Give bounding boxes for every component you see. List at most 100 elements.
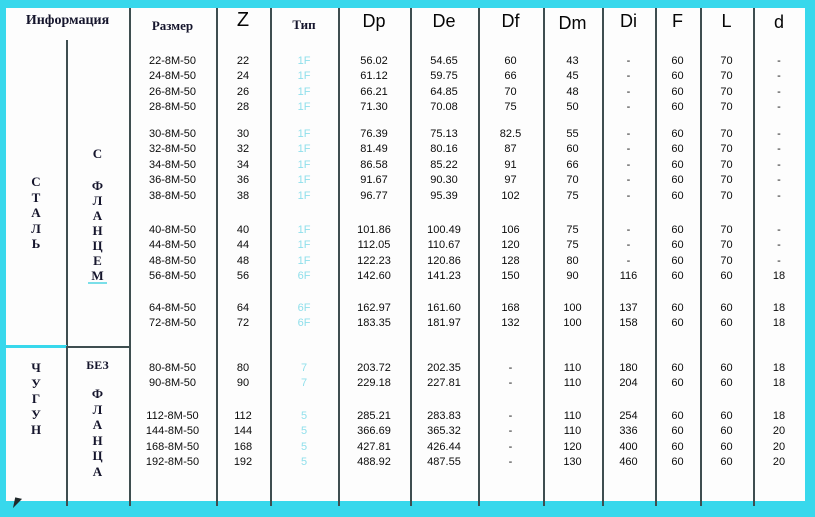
cell-z: 44: [236, 239, 250, 252]
cell-dp: 203.72: [357, 361, 391, 374]
row-group: 112-8M-50 112 5 285.21 283.83 - 110 254 60 60 18 14…: [129, 408, 805, 470]
cell-z: 168: [233, 440, 253, 453]
cell-type: 6F: [297, 317, 311, 330]
cell-f: 60: [671, 409, 684, 422]
cell-size: 28-8M-50: [148, 101, 197, 114]
cell-size: 38-8M-50: [148, 189, 197, 202]
cell-de: 95.39: [430, 189, 458, 202]
table-row: 36-8M-50 36 1F 91.67 90.30 97 70 - 60 70 -: [129, 173, 805, 189]
cell-f: 60: [671, 54, 684, 67]
cell-dp: 96.77: [360, 189, 388, 202]
cell-f: 60: [671, 101, 684, 114]
cell-de: 80.16: [430, 143, 458, 156]
cell-size: 40-8M-50: [148, 223, 197, 236]
material-label-steel: С Т А Л Ь: [31, 174, 41, 251]
cell-dm: 100: [563, 301, 582, 314]
cell-size: 56-8M-50: [148, 270, 197, 283]
cell-di: 400: [619, 440, 638, 453]
cell-dp: 183.35: [357, 317, 391, 330]
cell-dp: 229.18: [357, 377, 391, 390]
cell-z: 90: [236, 377, 250, 390]
cell-de: 100.49: [427, 223, 461, 236]
cell-dp: 81.49: [360, 143, 388, 156]
cell-df: -: [508, 425, 513, 438]
cell-l: 60: [720, 317, 733, 330]
cell-l: 70: [720, 239, 733, 252]
cell-dp: 61.12: [360, 70, 388, 83]
cell-type: 7: [300, 361, 308, 374]
cell-dm: 110: [563, 409, 582, 422]
cell-size: 32-8M-50: [148, 143, 197, 156]
cell-di: 180: [619, 361, 638, 374]
column-divider: [129, 8, 131, 506]
cell-size: 48-8M-50: [148, 254, 197, 267]
cell-d: -: [777, 101, 781, 114]
cell-z: 34: [236, 158, 250, 171]
table-row: 112-8M-50 112 5 285.21 283.83 - 110 254 60 60 18: [129, 408, 805, 424]
column-divider: [338, 8, 340, 506]
cell-dm: 55: [566, 127, 579, 140]
flange-label-steel-word1: С: [92, 146, 103, 161]
cell-size: 192-8M-50: [145, 456, 200, 469]
cell-df: 150: [501, 270, 520, 283]
cell-dm: 50: [566, 101, 579, 114]
cell-l: 60: [720, 456, 733, 469]
cell-df: 120: [501, 239, 520, 252]
table-row: 72-8M-50 72 6F 183.35 181.97 132 100 158 60 60 18: [129, 316, 805, 332]
cursor-artifact: [12, 497, 23, 510]
row-group: 22-8M-50 22 1F 56.02 54.65 60 43-60 70-24-8M-50…: [129, 53, 805, 115]
cell-type: 1F: [297, 127, 311, 140]
column-header-dp: Dp: [362, 11, 386, 31]
cell-dm: 60: [566, 143, 579, 156]
cell-z: 64: [236, 301, 250, 314]
cell-f: 60: [671, 440, 684, 453]
cell-di: -: [626, 158, 631, 171]
cell-d: -: [777, 223, 781, 236]
cell-dm: 120: [563, 440, 582, 453]
column-header-d: d: [773, 12, 784, 32]
cell-d: -: [777, 127, 781, 140]
cell-f: 60: [671, 223, 684, 236]
cell-f: 60: [671, 301, 684, 314]
cell-de: 90.30: [430, 174, 458, 187]
cell-df: -: [508, 440, 513, 453]
cell-z: 48: [236, 254, 250, 267]
cell-di: 158: [619, 317, 638, 330]
cell-di: 460: [619, 456, 638, 469]
cell-dm: 75: [566, 189, 579, 202]
table-row: 30-8M-50 30 1F 76.39 75.13 82.5 55 - 60 70 -: [129, 126, 805, 142]
cell-df: -: [508, 409, 513, 422]
cell-f: 60: [671, 70, 684, 83]
table-row: 48-8M-50 48 1F 122.23 120.86 128 80 - 60 70 -: [129, 253, 805, 269]
cell-z: 192: [233, 456, 253, 469]
cell-di: -: [626, 239, 631, 252]
cell-d: 18: [772, 361, 786, 374]
cell-di: 336: [619, 425, 638, 438]
column-header-info: Информация: [25, 13, 110, 28]
cell-f: 60: [671, 270, 684, 283]
cell-di: -: [626, 70, 631, 83]
table-background: [6, 8, 805, 501]
cell-d: 20: [772, 425, 786, 438]
cell-f: 60: [671, 127, 684, 140]
flange-label-steel-word2: Ф Л А Н Ц Е М: [91, 178, 104, 283]
cell-dm: 75: [566, 223, 579, 236]
cell-f: 60: [671, 361, 684, 374]
cell-size: 90-8M-50: [148, 377, 197, 390]
cell-df: 97: [504, 174, 517, 187]
cell-df: 102: [501, 189, 520, 202]
cell-type: 7: [300, 377, 308, 390]
cell-type: 1F: [297, 101, 311, 114]
column-divider: [655, 8, 657, 506]
cell-size: 168-8M-50: [145, 440, 200, 453]
cell-di: -: [626, 143, 631, 156]
cell-d: 18: [772, 409, 786, 422]
cell-dp: 142.60: [357, 270, 391, 283]
cell-d: -: [777, 239, 781, 252]
cell-size: 26-8M-50: [148, 85, 197, 98]
row-group: 64-8M-50 64 6F 162.97 161.60 168 100 137 60 60 18 7…: [129, 300, 805, 331]
cell-de: 227.81: [427, 377, 461, 390]
cell-type: 1F: [297, 174, 311, 187]
cell-d: -: [777, 70, 781, 83]
